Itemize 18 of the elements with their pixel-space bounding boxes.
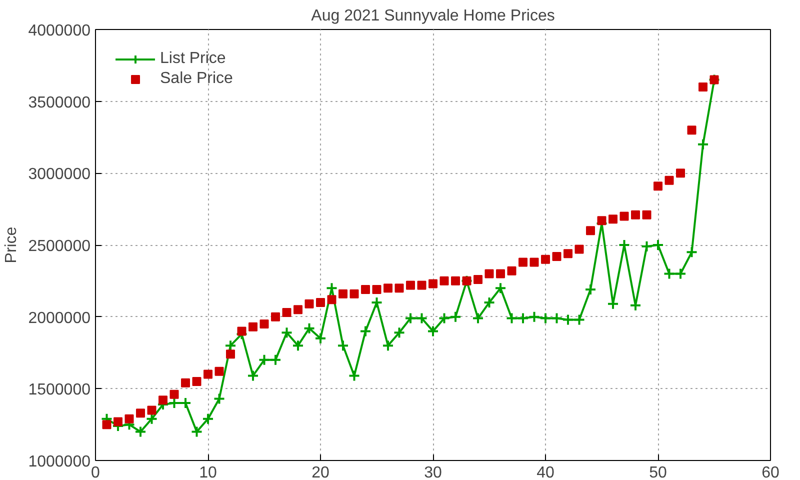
chart-title: Aug 2021 Sunnyvale Home Prices <box>311 8 555 24</box>
x-tick-label: 40 <box>536 464 554 480</box>
y-tick-label: 1000000 <box>28 454 91 470</box>
y-tick-label: 2500000 <box>28 238 91 255</box>
legend-label: Sale Price <box>160 70 233 88</box>
x-tick-label: 30 <box>424 464 442 480</box>
x-tick-label: 60 <box>762 464 780 480</box>
y-axis-title: Price <box>3 226 20 264</box>
y-tick-label: 3500000 <box>28 94 91 112</box>
y-tick-label: 1500000 <box>28 382 91 399</box>
y-tick-label: 4000000 <box>28 22 91 40</box>
y-tick-label: 3000000 <box>28 166 91 184</box>
x-tick-label: 0 <box>91 464 100 480</box>
legend-label: List Price <box>160 50 226 68</box>
x-tick-label: 20 <box>312 464 330 480</box>
x-tick-label: 50 <box>649 464 667 480</box>
x-tick-label: 10 <box>199 464 217 480</box>
y-tick-label: 2000000 <box>28 310 91 327</box>
